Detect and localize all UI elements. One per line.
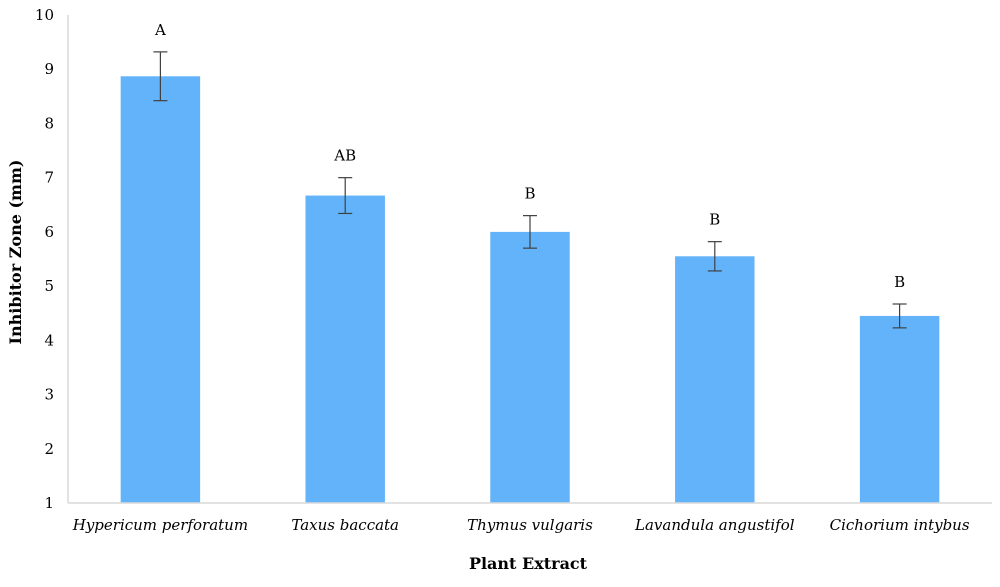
y-tick-label: 7 — [44, 169, 54, 187]
error-bar — [153, 51, 168, 102]
x-tick-label: Cichorium intybus — [830, 516, 970, 534]
significance-label: B — [524, 185, 535, 203]
y-axis: 1 2 3 4 5 6 7 8 9 10 — [35, 6, 69, 512]
y-tick-label: 9 — [44, 60, 54, 78]
error-bar — [338, 177, 353, 215]
error-bars — [153, 51, 907, 329]
significance-label: B — [894, 273, 905, 291]
y-tick-label: 10 — [35, 6, 54, 24]
y-tick-label: 1 — [44, 494, 54, 512]
bar — [675, 256, 755, 503]
y-tick-label: 4 — [44, 331, 54, 349]
significance-label: B — [709, 211, 720, 229]
bar — [120, 76, 201, 503]
significance-label: AB — [333, 147, 356, 165]
y-tick-label: 2 — [44, 440, 54, 458]
x-tick-label: Hypericum perforatum — [72, 516, 248, 534]
x-axis-title: Plant Extract — [469, 554, 588, 573]
error-bar — [892, 303, 907, 329]
significance-label: A — [154, 21, 166, 39]
y-tick-label: 3 — [44, 386, 54, 404]
x-tick-label: Lavandula angustifol — [634, 516, 795, 534]
x-tick-label: Thymus vulgaris — [467, 516, 593, 534]
significance-labels: A AB B B B — [154, 21, 905, 291]
bars — [120, 76, 940, 503]
bar — [490, 231, 570, 503]
error-bar — [523, 215, 537, 249]
y-tick-label: 6 — [44, 223, 54, 241]
x-axis: Hypericum perforatum Taxus baccata Thymus … — [68, 502, 992, 534]
bar — [859, 315, 940, 503]
y-axis-title: Inhibitor Zone (mm) — [6, 160, 25, 345]
error-bar — [707, 241, 722, 272]
x-tick-label: Taxus baccata — [291, 516, 399, 534]
bar — [305, 195, 385, 503]
y-tick-label: 8 — [44, 114, 54, 132]
y-tick-label: 5 — [44, 277, 54, 295]
